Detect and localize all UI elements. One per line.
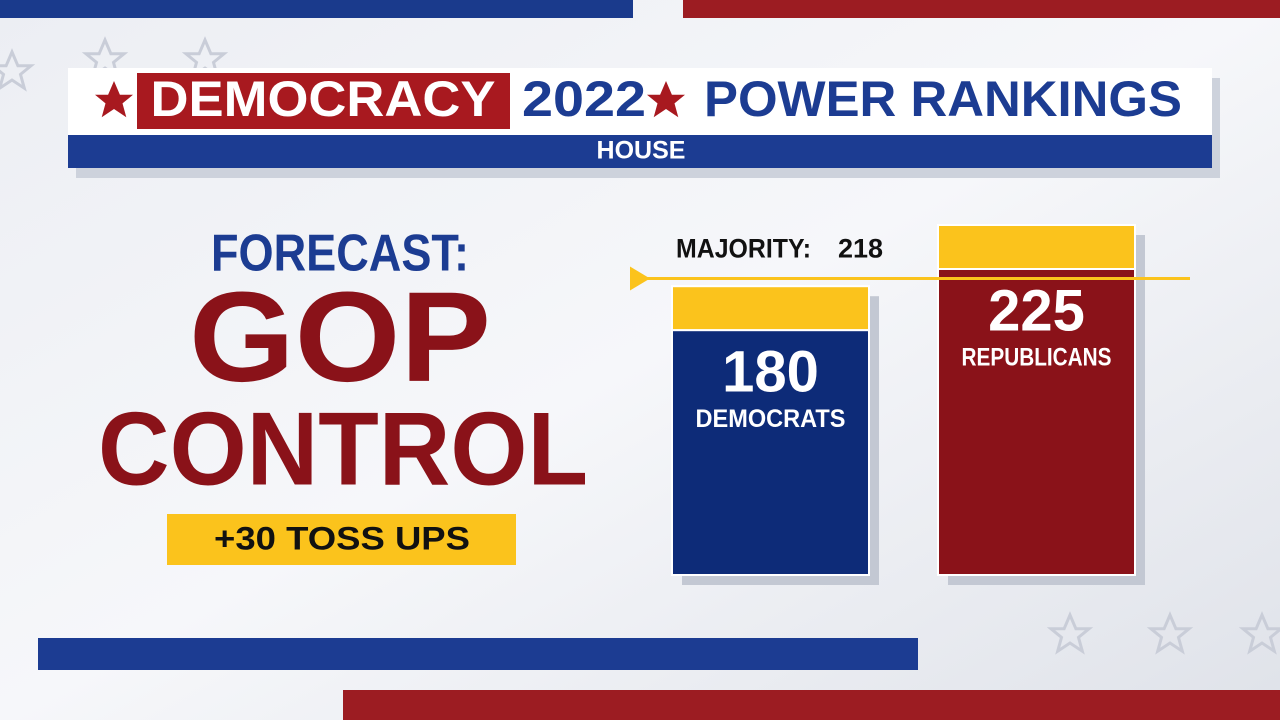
banner-strip: [68, 135, 1212, 168]
bar-label: REPUBLICANS: [962, 344, 1112, 372]
brand: DEMOCRACY: [151, 71, 496, 127]
stripe: [0, 0, 633, 18]
year: 2022: [522, 71, 646, 127]
majority-label: MAJORITY:: [676, 234, 811, 264]
stripe: [343, 690, 1280, 720]
bar: [671, 329, 870, 577]
forecast-label: FORECAST:: [211, 225, 469, 283]
bar-label: DEMOCRATS: [696, 405, 846, 433]
subtitle: HOUSE: [597, 137, 686, 165]
stripe: [683, 0, 1280, 18]
tossup-box: [167, 514, 516, 565]
majority-arrow: [630, 266, 650, 291]
bar: [937, 268, 1136, 576]
tossups: +30 TOSS UPS: [214, 520, 470, 556]
bar-value: 180: [722, 340, 819, 405]
title: POWER RANKINGS: [704, 71, 1182, 127]
tossup-cap: [671, 285, 870, 332]
brand-box: [137, 73, 510, 129]
forecast-headline: CONTROL: [98, 391, 588, 507]
tossup-cap: [937, 224, 1136, 270]
forecast-headline: GOP: [189, 266, 491, 409]
majority-value: 218: [838, 234, 883, 264]
bar-value: 225: [988, 278, 1085, 343]
stripe: [38, 638, 918, 670]
